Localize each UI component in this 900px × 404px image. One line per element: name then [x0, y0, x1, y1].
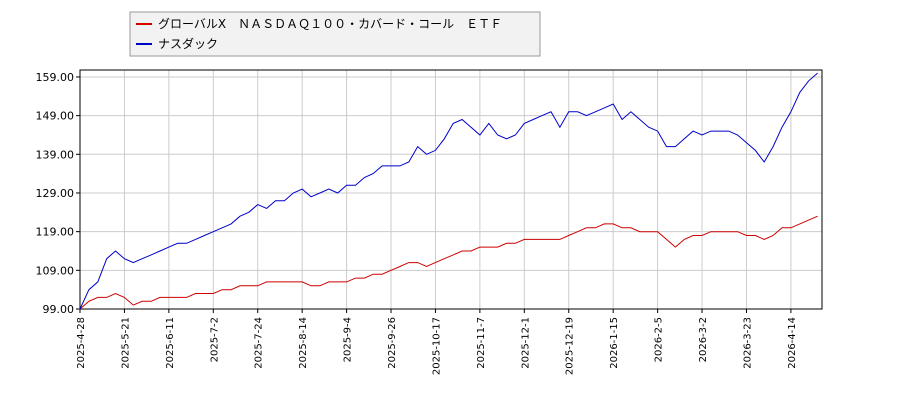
x-tick-label: 2026-2-5 — [654, 317, 665, 362]
x-tick-label: 2026-3-23 — [742, 317, 753, 369]
x-tick-label: 2026-4-14 — [787, 317, 798, 369]
x-tick-label: 2025-4-28 — [76, 317, 87, 369]
legend-label: グローバルX ＮＡＳＤＡＱ１００・カバード・コール ＥＴＦ — [158, 17, 502, 31]
x-tick-label: 2025-12-1 — [520, 317, 531, 369]
x-tick-label: 2025-7-24 — [254, 317, 265, 369]
series-line — [79, 72, 818, 310]
x-tick-label: 2025-8-14 — [298, 317, 309, 369]
y-tick-label: 159.00 — [36, 71, 75, 84]
y-tick-label: 109.00 — [36, 264, 75, 277]
y-tick-label: 99.00 — [43, 303, 75, 316]
legend-box — [129, 11, 541, 57]
x-tick-label: 2025-10-17 — [431, 317, 442, 375]
y-tick-label: 139.00 — [36, 148, 75, 161]
x-tick-label: 2025-11-7 — [476, 317, 487, 369]
y-tick-label: 119.00 — [36, 226, 75, 239]
series-line — [79, 215, 818, 310]
y-tick-label: 129.00 — [36, 187, 75, 200]
x-tick-label: 2025-5-21 — [120, 317, 131, 369]
x-tick-label: 2025-7-2 — [209, 317, 220, 362]
plot-frame — [79, 69, 823, 310]
x-tick-label: 2026-1-15 — [609, 317, 620, 369]
x-tick-label: 2025-12-19 — [565, 317, 576, 375]
x-tick-label: 2025-9-4 — [343, 317, 354, 362]
legend-label: ナスダック — [158, 36, 218, 51]
x-tick-label: 2026-3-2 — [698, 317, 709, 362]
y-tick-label: 149.00 — [36, 110, 75, 123]
x-tick-label: 2025-9-26 — [387, 317, 398, 369]
x-tick-label: 2025-6-11 — [165, 317, 176, 369]
